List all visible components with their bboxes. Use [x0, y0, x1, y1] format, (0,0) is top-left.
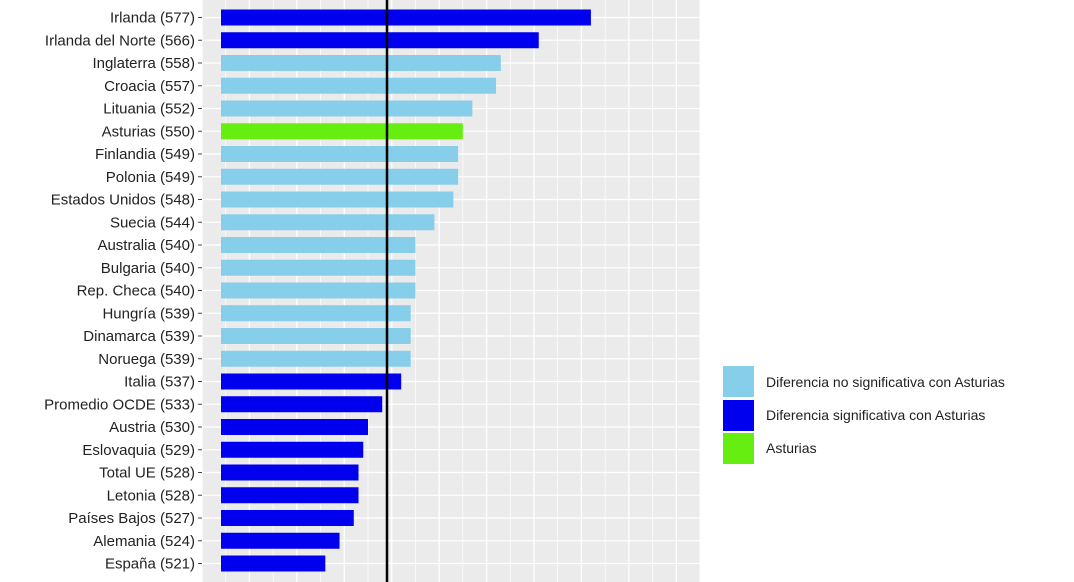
legend-swatch-significant	[723, 400, 754, 431]
bar	[221, 350, 411, 367]
y-tick-label: Rep. Checa (540)	[77, 283, 195, 300]
y-tick-label: Hungría (539)	[102, 305, 195, 322]
bar	[221, 100, 473, 117]
legend: Diferencia no significativa con Asturias…	[723, 366, 1005, 464]
bar	[221, 396, 383, 413]
bar	[221, 146, 459, 162]
bar	[221, 464, 359, 481]
legend-label-not-significant: Diferencia no significativa con Asturias	[766, 374, 1005, 390]
bar	[221, 32, 539, 49]
bars	[221, 9, 591, 572]
bar	[221, 123, 463, 140]
legend-swatch-asturias	[723, 433, 754, 464]
y-tick-label: Estados Unidos (548)	[51, 192, 195, 209]
y-tick-label: Total UE (528)	[99, 465, 195, 482]
y-tick-label: Eslovaquia (529)	[82, 442, 195, 459]
y-tick-label: Letonia (528)	[107, 487, 195, 504]
bar	[221, 328, 411, 344]
legend-swatch-not-significant	[723, 366, 754, 397]
y-tick-label: Polonia (549)	[106, 169, 195, 186]
y-tick-label: Lituania (552)	[103, 101, 195, 118]
bar	[221, 305, 411, 322]
y-tick-label: Irlanda (577)	[110, 10, 195, 27]
y-axis-labels: Irlanda (577) Irlanda del Norte (566) Ingl…	[44, 10, 202, 573]
y-tick-label: Dinamarca (539)	[83, 328, 195, 345]
bar	[221, 510, 354, 526]
bar	[221, 237, 416, 253]
y-tick-label: Asturias (550)	[102, 123, 195, 140]
bar	[221, 55, 501, 71]
bar	[221, 419, 368, 435]
bar	[221, 168, 459, 185]
y-tick-label: Inglaterra (558)	[92, 55, 195, 72]
y-tick-label: Irlanda del Norte (566)	[45, 32, 195, 49]
bar	[221, 282, 416, 299]
legend-label-significant: Diferencia significativa con Asturias	[766, 407, 985, 423]
y-tick-label: Finlandia (549)	[95, 146, 195, 163]
legend-label-asturias: Asturias	[766, 440, 817, 456]
bar	[221, 77, 497, 94]
y-tick-label: Suecia (544)	[110, 214, 195, 231]
bar	[221, 487, 359, 504]
y-tick-label: Bulgaria (540)	[101, 260, 195, 277]
y-tick-label: Noruega (539)	[98, 351, 195, 368]
y-tick-label: Países Bajos (527)	[68, 510, 195, 527]
y-tick-label: Austria (530)	[109, 419, 195, 436]
bar	[221, 191, 454, 208]
y-tick-label: Italia (537)	[124, 374, 195, 391]
bar	[221, 532, 340, 549]
y-tick-label: España (521)	[105, 556, 195, 573]
bar	[221, 373, 402, 390]
y-tick-label: Alemania (524)	[93, 533, 195, 550]
bar	[221, 259, 416, 276]
y-tick-label: Croacia (557)	[104, 78, 195, 95]
y-tick-label: Promedio OCDE (533)	[44, 396, 195, 413]
y-tick-label: Australia (540)	[97, 237, 195, 254]
bar	[221, 441, 364, 458]
bar	[221, 555, 326, 572]
bar	[221, 214, 435, 231]
bar	[221, 9, 591, 26]
